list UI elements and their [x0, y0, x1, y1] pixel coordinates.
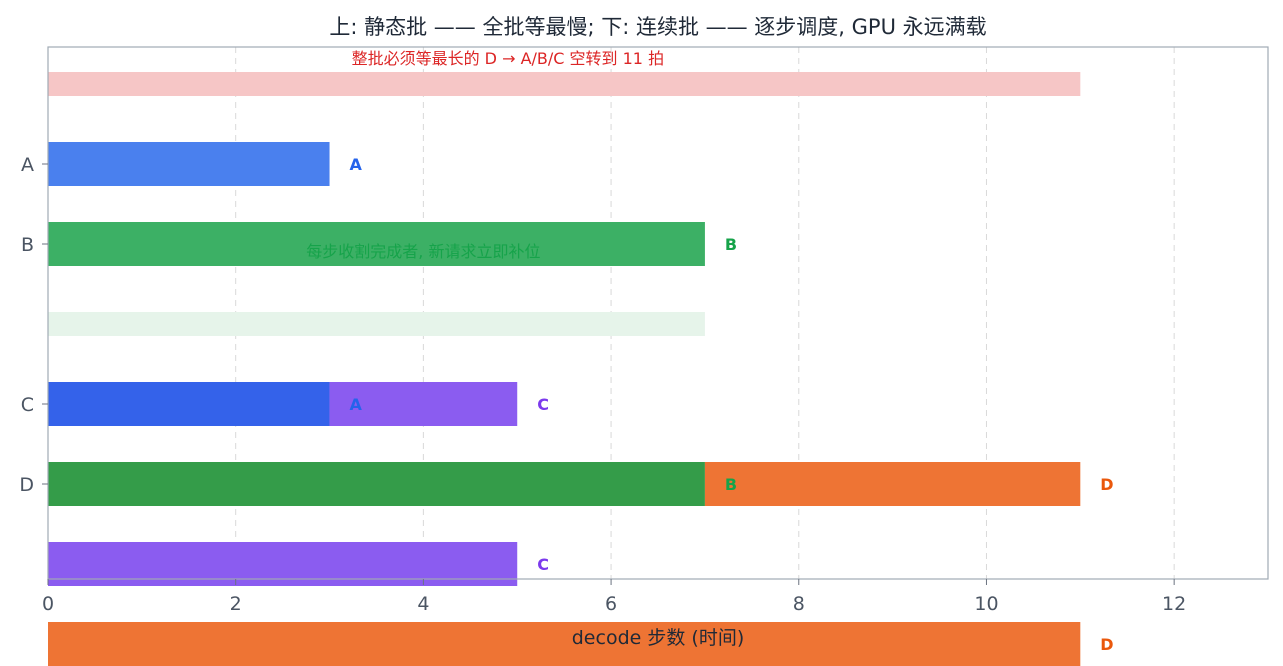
bar-row4-seg0	[48, 382, 330, 426]
x-tick-label-8: 8	[793, 593, 805, 615]
annotation-1: 每步收割完成者, 新请求立即补位	[306, 242, 540, 261]
label-layer: A B A C B D C D 整批必须等最长的 D → A/B/C 空转到 11 拍每步收割完…	[306, 49, 1113, 654]
x-tick-label-0: 0	[42, 593, 54, 615]
bar-label-row6-seg0: C	[537, 555, 549, 574]
bar-row5-seg1	[704, 462, 1081, 506]
y-tick-label-C: C	[21, 394, 34, 416]
x-tick-label-10: 10	[974, 593, 998, 615]
bar-label-row5-seg1: D	[1100, 475, 1113, 494]
bar-row2-seg0	[48, 222, 705, 266]
annotation-0: 整批必须等最长的 D → A/B/C 空转到 11 拍	[352, 49, 664, 68]
plot-frame	[47, 46, 1269, 580]
x-tick-label-4: 4	[417, 593, 429, 615]
bar-layer	[48, 72, 1081, 666]
bar-row4-seg1	[329, 382, 518, 426]
bar-label-row4-seg0: A	[350, 395, 363, 414]
bar-label-row5-seg0: B	[725, 475, 737, 494]
x-tick-label-12: 12	[1162, 593, 1186, 615]
x-tick-label-2: 2	[230, 593, 242, 615]
x-axis-label: decode 步数 (时间)	[572, 627, 744, 649]
bar-label-row7-seg0: D	[1100, 635, 1113, 654]
bar-label-row4-seg1: C	[537, 395, 549, 414]
y-tick-label-A: A	[21, 154, 34, 176]
bar-row7-seg0	[48, 622, 1081, 666]
bar-row0-seg0	[48, 72, 1081, 96]
chart-title: 上: 静态批 —— 全批等最慢; 下: 连续批 —— 逐步调度, GPU 永远满…	[329, 15, 986, 39]
y-tick-label-D: D	[19, 474, 34, 496]
bar-label-row2-seg0: B	[725, 235, 737, 254]
bar-label-row1-seg0: A	[350, 155, 363, 174]
bar-row1-seg0	[48, 142, 330, 186]
y-axis-ticks: A B C D	[19, 154, 48, 496]
x-tick-label-6: 6	[605, 593, 617, 615]
y-tick-label-B: B	[21, 234, 34, 256]
bar-row5-seg0	[48, 462, 705, 506]
x-axis-ticks: 0 2 4 6 8 10 12	[42, 579, 1186, 615]
bar-row3-seg0	[48, 312, 705, 336]
